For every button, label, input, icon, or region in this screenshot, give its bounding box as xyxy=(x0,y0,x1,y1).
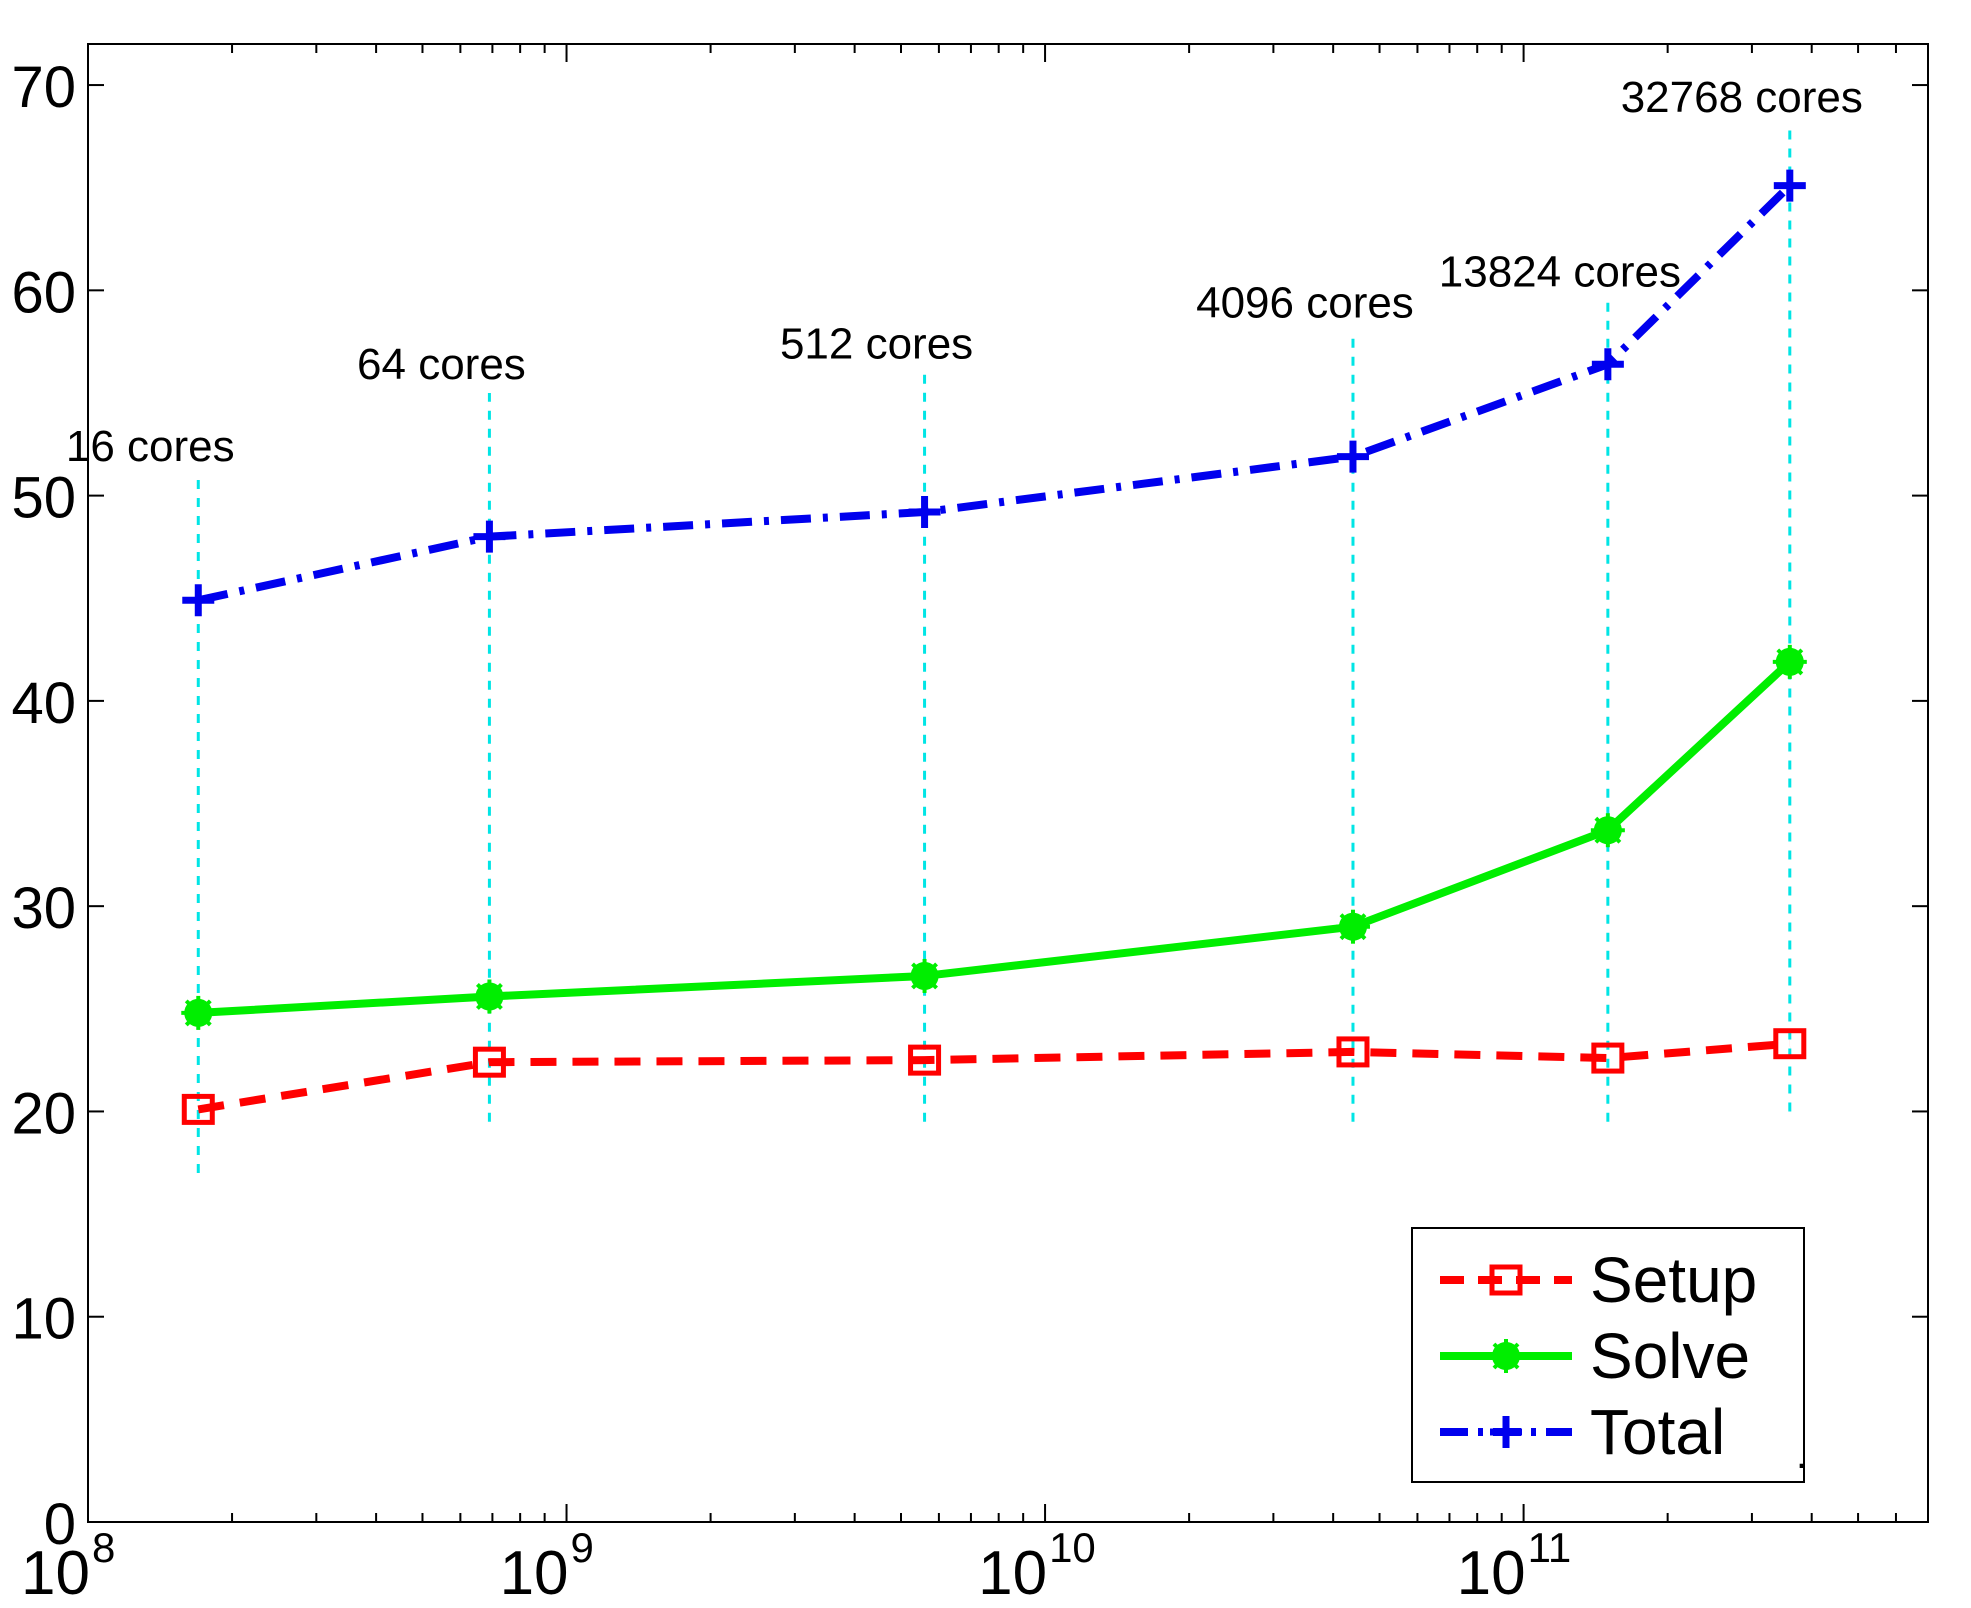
data-point-total xyxy=(1591,348,1624,381)
x-tick-label: 10 xyxy=(978,1539,1047,1608)
data-point-setup xyxy=(181,1093,215,1125)
data-point-setup xyxy=(1336,1036,1370,1068)
legend-label-solve: Solve xyxy=(1590,1320,1750,1392)
data-point-setup xyxy=(472,1046,506,1078)
core-count-annotations: 16 cores 64 cores 512 cores 4096 cores 13824… xyxy=(66,73,1863,471)
data-point-setup xyxy=(908,1044,942,1076)
series-line-setup xyxy=(197,1039,1791,1114)
legend-stray-mark: . xyxy=(1796,1433,1807,1477)
series-line-total xyxy=(197,182,1793,605)
data-point-total xyxy=(182,584,215,617)
data-point-solve xyxy=(181,995,216,1030)
marker-ray xyxy=(911,962,938,990)
x-tick-label: 10 xyxy=(21,1539,90,1608)
y-tick-label: 50 xyxy=(11,466,76,531)
marker-ray xyxy=(475,983,503,1010)
x-tick-label: 10 xyxy=(1457,1539,1526,1608)
core-count-label: 16 cores xyxy=(66,422,235,471)
data-point-setup xyxy=(1591,1042,1625,1074)
x-tick-exponent: 10 xyxy=(1049,1524,1096,1571)
data-point-setup xyxy=(1773,1028,1807,1060)
y-tick-label: 40 xyxy=(11,671,76,736)
core-count-label: 512 cores xyxy=(780,319,973,368)
x-tick-label: 10 xyxy=(500,1539,569,1608)
core-count-label: 32768 cores xyxy=(1621,73,1863,122)
y-tick-label: 0 xyxy=(44,1492,76,1557)
data-point-solve xyxy=(472,979,507,1014)
series-layer xyxy=(181,169,1807,1125)
marker-ray xyxy=(1776,648,1804,676)
marker-ray xyxy=(1492,1342,1520,1370)
legend-marker-total xyxy=(1490,1416,1522,1448)
data-point-total xyxy=(1336,440,1369,473)
legend-marker-solve xyxy=(1489,1339,1523,1373)
y-tick-label: 10 xyxy=(11,1287,76,1352)
data-point-solve xyxy=(1590,813,1625,848)
data-point-solve xyxy=(907,958,942,993)
x-tick-exponent: 11 xyxy=(1528,1524,1572,1571)
data-point-solve xyxy=(1772,644,1807,679)
x-tick-exponent: 9 xyxy=(571,1524,594,1571)
legend-label-total: Total xyxy=(1590,1396,1725,1468)
plot-frame xyxy=(87,43,1929,1523)
y-tick-label: 20 xyxy=(11,1081,76,1146)
data-point-total xyxy=(473,520,506,553)
legend-marker-setup xyxy=(1489,1264,1523,1296)
data-point-total xyxy=(1773,169,1806,202)
marker-ray xyxy=(184,999,212,1027)
y-tick-label: 30 xyxy=(11,876,76,941)
data-point-total xyxy=(908,496,941,529)
data-point-solve xyxy=(1335,909,1370,944)
legend-label-setup: Setup xyxy=(1590,1244,1757,1316)
marker-ray xyxy=(1594,816,1622,844)
core-count-label: 4096 cores xyxy=(1196,278,1414,327)
core-count-label: 64 cores xyxy=(357,340,526,389)
x-tick-exponent: 8 xyxy=(92,1524,115,1571)
y-tick-label: 70 xyxy=(11,55,76,120)
y-tick-label: 60 xyxy=(11,260,76,325)
series-line-solve xyxy=(198,658,1793,1017)
core-count-label: 13824 cores xyxy=(1439,248,1681,297)
marker-ray xyxy=(1339,913,1367,941)
